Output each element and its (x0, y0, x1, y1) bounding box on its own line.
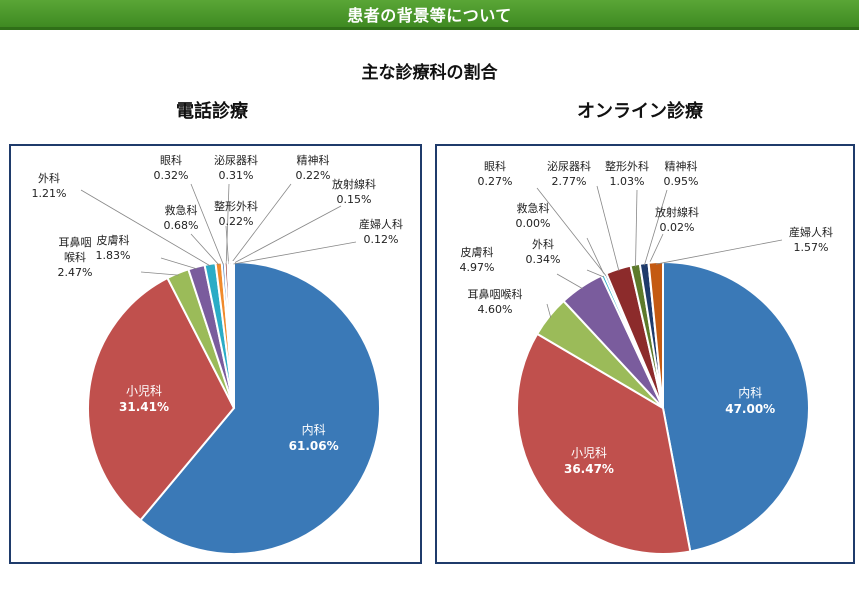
online-consultation-chart: 内科 47.00% 小児科 36.47% 耳鼻咽喉科 4.60% 皮膚科 4.97% 外科 0.3… (435, 144, 855, 564)
banner-title: 患者の背景等について (347, 5, 512, 25)
page-title: 主な診療科の割合 (361, 63, 498, 83)
slice-value-label: 1.21% (32, 187, 67, 200)
slice-value-label: 0.02% (660, 221, 695, 234)
slice-value-label: 0.15% (337, 193, 372, 206)
pie-slice (662, 260, 810, 553)
slice-value-label: 0.95% (664, 175, 699, 188)
pie-slice (139, 260, 381, 555)
slice-label: 放射線科 (332, 177, 376, 191)
slice-value-label: 1.57% (794, 241, 829, 254)
pie-slice (647, 260, 664, 409)
slice-value-label: 0.27% (478, 175, 513, 188)
slice-value-label: 4.60% (478, 303, 513, 316)
slice-value-label: 36.47% (564, 462, 614, 476)
leader-line (190, 233, 220, 266)
slice-value-label: 1.03% (610, 175, 645, 188)
leader-line (140, 271, 179, 276)
slice-value-label: 47.00% (725, 402, 775, 416)
leader-line (536, 187, 607, 277)
slice-value-label: 31.41% (119, 400, 169, 414)
leader-line (230, 183, 292, 265)
leader-line (644, 189, 668, 266)
phone-consultation-chart: 内科 61.06% 小児科 31.41% 耳鼻咽 喉科 2.47% 皮膚科 1.83% 外科 1.2… (9, 144, 422, 564)
pie-slice (231, 260, 235, 409)
leader-line (160, 257, 198, 270)
slice-label: 眼科 (160, 153, 182, 167)
slice-value-label: 0.22% (296, 169, 331, 182)
slice-label: 耳鼻咽喉科 (468, 287, 523, 301)
slice-value-label: 0.12% (364, 233, 399, 246)
slice-label: 泌尿器科 (547, 159, 591, 173)
slice-label: 外科 (532, 237, 554, 251)
leader-line (232, 205, 342, 265)
slice-value-label: 2.47% (58, 266, 93, 279)
leader-line (225, 225, 229, 265)
slice-label: 泌尿器科 (214, 153, 258, 167)
slice-label: 小児科 (126, 384, 162, 398)
leader-line (655, 239, 783, 265)
slice-label: 眼科 (484, 159, 506, 173)
leader-line (648, 233, 664, 265)
slice-label: 皮膚科 (97, 233, 130, 247)
slice-value-label: 61.06% (289, 439, 339, 453)
slice-value-label: 0.31% (219, 169, 254, 182)
slice-label: 救急科 (165, 203, 198, 217)
leader-line (225, 183, 230, 265)
slice-label: 救急科 (517, 201, 550, 215)
slice-value-label: 0.68% (164, 219, 199, 232)
leader-line (586, 237, 606, 277)
slice-value-label: 0.34% (526, 253, 561, 266)
slice-value-label: 4.97% (460, 261, 495, 274)
slice-label: 産婦人科 (789, 225, 833, 239)
slice-value-label: 0.22% (219, 215, 254, 228)
leader-line (556, 273, 583, 289)
pie-slice (516, 332, 692, 555)
slice-value-label: 0.32% (154, 169, 189, 182)
leader-line (635, 189, 638, 267)
leader-line (80, 189, 211, 267)
slice-label: 内科 (738, 386, 762, 400)
slice-label: 皮膚科 (461, 245, 494, 259)
leader-line (596, 185, 620, 271)
slice-value-label: 0.00% (516, 217, 551, 230)
slice-label: 耳鼻咽 (59, 235, 92, 249)
chart-title-online: オンライン診療 (577, 101, 703, 122)
leader-line (233, 241, 357, 265)
leader-line (190, 183, 224, 265)
slice-label: 整形外科 (214, 199, 258, 213)
chart-title-phone: 電話診療 (176, 101, 248, 122)
slice-label: 放射線科 (655, 205, 699, 219)
phone-pie-svg: 内科 61.06% 小児科 31.41% 耳鼻咽喉科 2.47% 皮膚科 1.83% 外科 1.2… (32, 153, 403, 555)
slice-label: 喉科 (64, 250, 86, 264)
slice-value-label: 2.77% (552, 175, 587, 188)
slice-value-label: 1.83% (96, 249, 131, 262)
slice-label: 外科 (38, 171, 60, 185)
section-banner: 患者の背景等について (0, 0, 859, 30)
leader-line (586, 269, 604, 278)
online-pie-svg: 内科 47.00% 小児科 36.47% 耳鼻咽喉科 4.60% 皮膚科 4.97% 外科 0.3… (460, 159, 833, 555)
slice-label: 内科 (302, 423, 326, 437)
slice-label: 精神科 (665, 159, 698, 173)
slice-label: 精神科 (297, 153, 330, 167)
slice-label: 産婦人科 (359, 217, 403, 231)
slice-label: 整形外科 (605, 159, 649, 173)
slice-label: 小児科 (571, 446, 607, 460)
leader-line (546, 303, 552, 318)
